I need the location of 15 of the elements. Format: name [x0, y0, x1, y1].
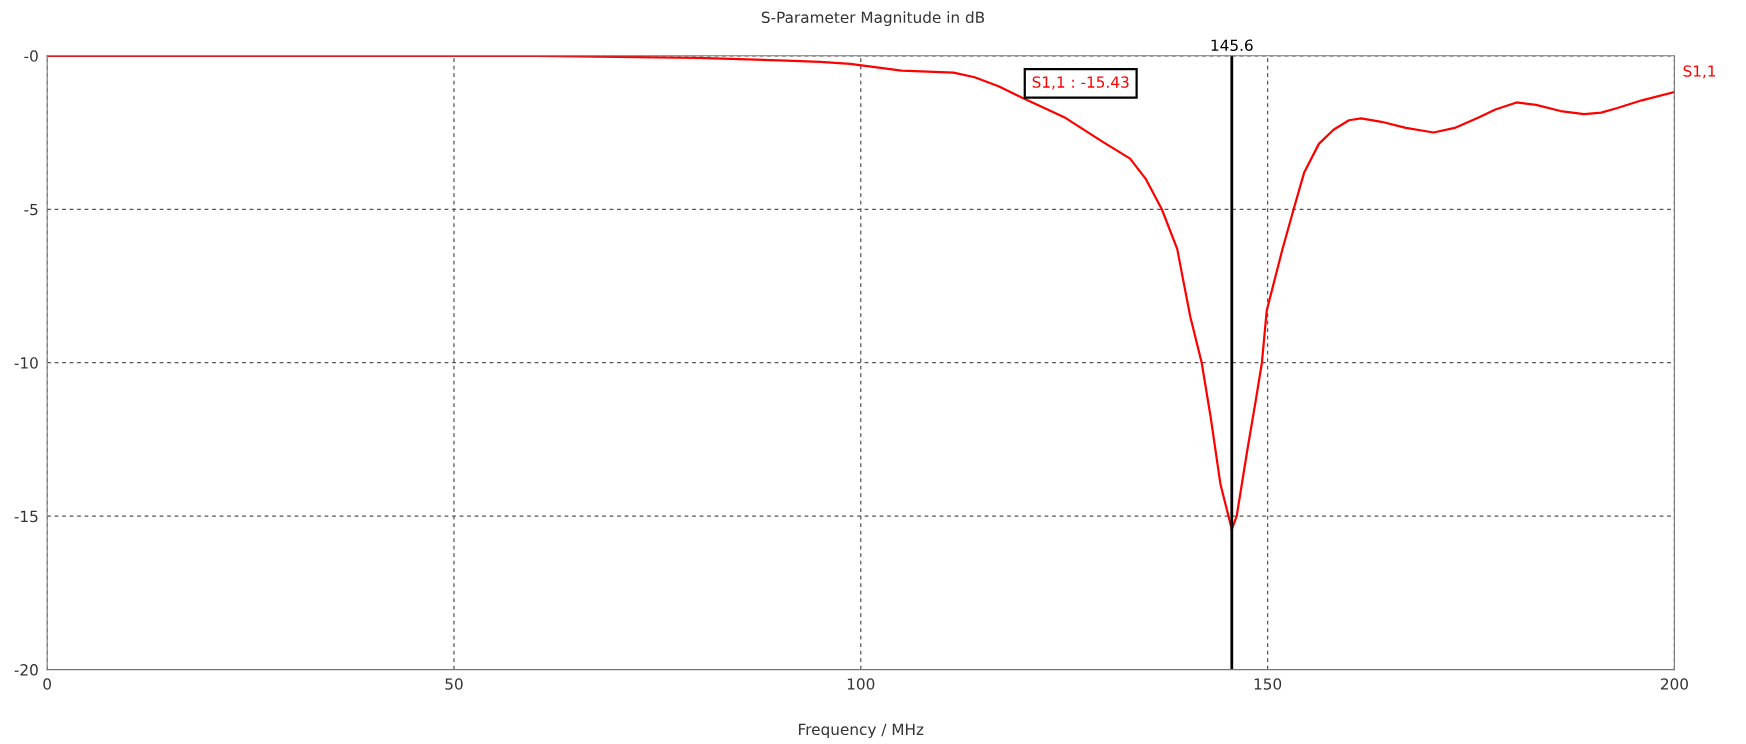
x-tick-label: 200 — [1660, 678, 1688, 690]
series-label: S1,1 — [1683, 65, 1716, 79]
y-tick-label: -10 — [14, 357, 38, 369]
x-tick-label: 0 — [43, 678, 51, 690]
y-tick-label: -15 — [14, 510, 38, 523]
x-tick-label: 50 — [445, 678, 463, 690]
x-tick-label: 150 — [1254, 678, 1282, 690]
chart-title: S-Parameter Magnitude in dB — [761, 11, 985, 27]
y-tick-label: -0 — [24, 50, 38, 62]
y-tick-label: -5 — [24, 203, 38, 216]
ref-line-label: 145.6 — [1211, 39, 1253, 51]
x-tick-label: 100 — [847, 678, 875, 690]
x-axis-title: Frequency / MHz — [799, 723, 924, 739]
y-tick-label: -20 — [14, 664, 38, 676]
annotation: S1,1 : -15.43 — [1032, 76, 1129, 90]
